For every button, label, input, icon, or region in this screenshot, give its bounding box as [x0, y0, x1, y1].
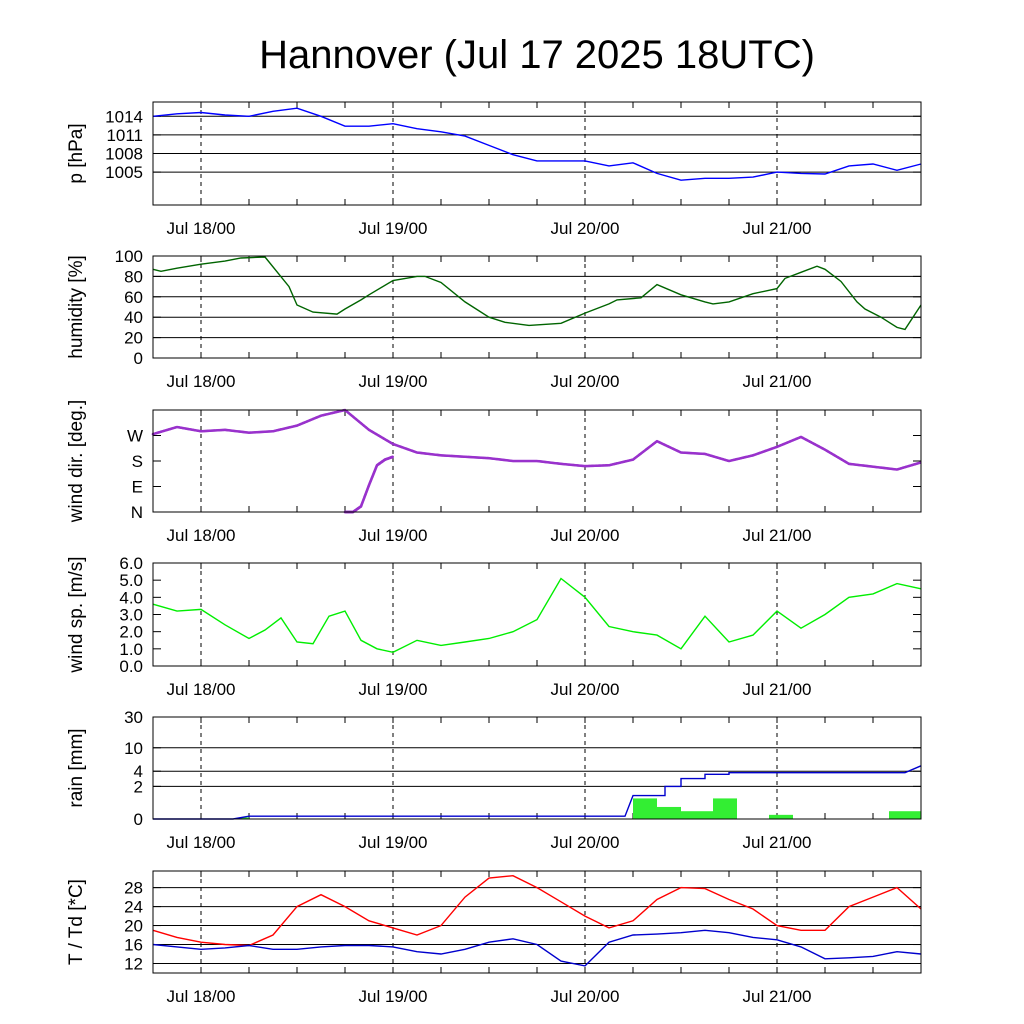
panel-wind-speed: 0.01.02.03.04.05.06.0 wind sp. [m/s] Jul 1… [66, 554, 922, 699]
series-line-temperature-0 [152, 874, 922, 947]
y-axis-label: T / Td [*C] [66, 879, 87, 965]
y-tick-label: 100 [115, 247, 143, 266]
wind-dir-point [391, 455, 394, 459]
rain-bar [681, 811, 689, 819]
y-tick-label: 1008 [105, 145, 143, 164]
x-tick-label: Jul 18/00 [167, 680, 236, 699]
rain-bar [769, 814, 793, 819]
series-line-rain-0 [153, 765, 922, 820]
series-line-temperature-1 [152, 929, 922, 967]
x-tick-label: Jul 20/00 [551, 219, 620, 238]
x-tick-label: Jul 21/00 [743, 219, 812, 238]
y-axis-label: humidity [%] [66, 255, 87, 358]
rain-bar [633, 798, 657, 819]
y-tick-label: 0 [134, 810, 143, 829]
x-tick-label: Jul 20/00 [551, 987, 620, 1006]
panel-frame [152, 870, 922, 974]
x-tick-label: Jul 20/00 [551, 680, 620, 699]
x-tick-label: Jul 19/00 [359, 833, 428, 852]
y-tick-label: 1014 [105, 107, 143, 126]
x-tick-label: Jul 21/00 [743, 372, 812, 391]
y-tick-label: 6.0 [119, 554, 143, 573]
x-tick-label: Jul 20/00 [551, 833, 620, 852]
y-axis-label: wind sp. [m/s] [66, 556, 87, 673]
y-tick-label: 28 [124, 879, 143, 898]
x-tick-label: Jul 19/00 [359, 219, 428, 238]
y-tick-label: 30 [124, 708, 143, 727]
series-line-wind-speed-0 [152, 577, 922, 654]
x-tick-label: Jul 18/00 [167, 526, 236, 545]
x-tick-label: Jul 20/00 [551, 526, 620, 545]
y-tick-label: E [132, 478, 143, 497]
y-tick-label: 20 [124, 329, 143, 348]
panel-frame [152, 562, 922, 667]
y-tick-label: 0.0 [119, 657, 143, 676]
x-tick-label: Jul 21/00 [743, 833, 812, 852]
y-axis-label: wind dir. [deg.] [66, 400, 87, 524]
x-tick-label: Jul 19/00 [359, 372, 428, 391]
rain-bar [889, 811, 921, 819]
x-tick-label: Jul 21/00 [743, 987, 812, 1006]
rain-bar [657, 806, 681, 819]
y-tick-label: 1011 [106, 126, 143, 145]
x-tick-label: Jul 19/00 [359, 526, 428, 545]
y-tick-label: 4.0 [119, 588, 143, 607]
x-tick-label: Jul 20/00 [551, 372, 620, 391]
y-tick-label: 5.0 [119, 571, 143, 590]
y-tick-label: 0 [134, 349, 143, 368]
y-tick-label: 4 [134, 762, 143, 781]
panel-frame [152, 716, 922, 820]
x-tick-label: Jul 21/00 [743, 680, 812, 699]
rain-bar [689, 811, 713, 819]
chart-title: Hannover (Jul 17 2025 18UTC) [259, 33, 815, 77]
x-tick-label: Jul 18/00 [167, 987, 236, 1006]
y-tick-label: 1.0 [119, 640, 143, 659]
y-tick-label: 2 [134, 777, 143, 796]
y-tick-label: 10 [124, 739, 143, 758]
panel-frame [152, 409, 922, 513]
y-tick-label: 2.0 [119, 623, 143, 642]
x-tick-label: Jul 18/00 [167, 219, 236, 238]
series-line-humidity-0 [152, 256, 922, 331]
y-tick-label: 1005 [105, 163, 143, 182]
rain-bar [713, 798, 737, 819]
series-line-pressure-0 [152, 107, 922, 181]
y-tick-label: 40 [124, 308, 143, 327]
y-tick-label: 24 [124, 898, 143, 917]
x-tick-label: Jul 19/00 [359, 987, 428, 1006]
y-axis-label: p [hPa] [66, 123, 87, 183]
y-tick-label: 60 [124, 288, 143, 307]
y-tick-label: 16 [124, 936, 143, 955]
y-tick-label: W [127, 427, 143, 446]
y-tick-label: S [132, 452, 143, 471]
x-tick-label: Jul 21/00 [743, 526, 812, 545]
y-tick-label: 80 [124, 267, 143, 286]
x-tick-label: Jul 19/00 [359, 680, 428, 699]
y-tick-label: 12 [124, 955, 143, 974]
y-tick-label: N [131, 503, 143, 522]
y-axis-label: rain [mm] [66, 728, 87, 807]
panel-frame [152, 101, 922, 206]
y-tick-label: 3.0 [119, 606, 143, 625]
y-tick-label: 20 [124, 917, 143, 936]
panel-rain: 0 24 10 30 rain [mm] Jul 18/00 Jul 19/00 Jul 20… [66, 708, 922, 852]
rain-bar [241, 817, 249, 819]
x-tick-label: Jul 18/00 [167, 372, 236, 391]
panel-frame [152, 255, 922, 359]
x-tick-label: Jul 18/00 [167, 833, 236, 852]
